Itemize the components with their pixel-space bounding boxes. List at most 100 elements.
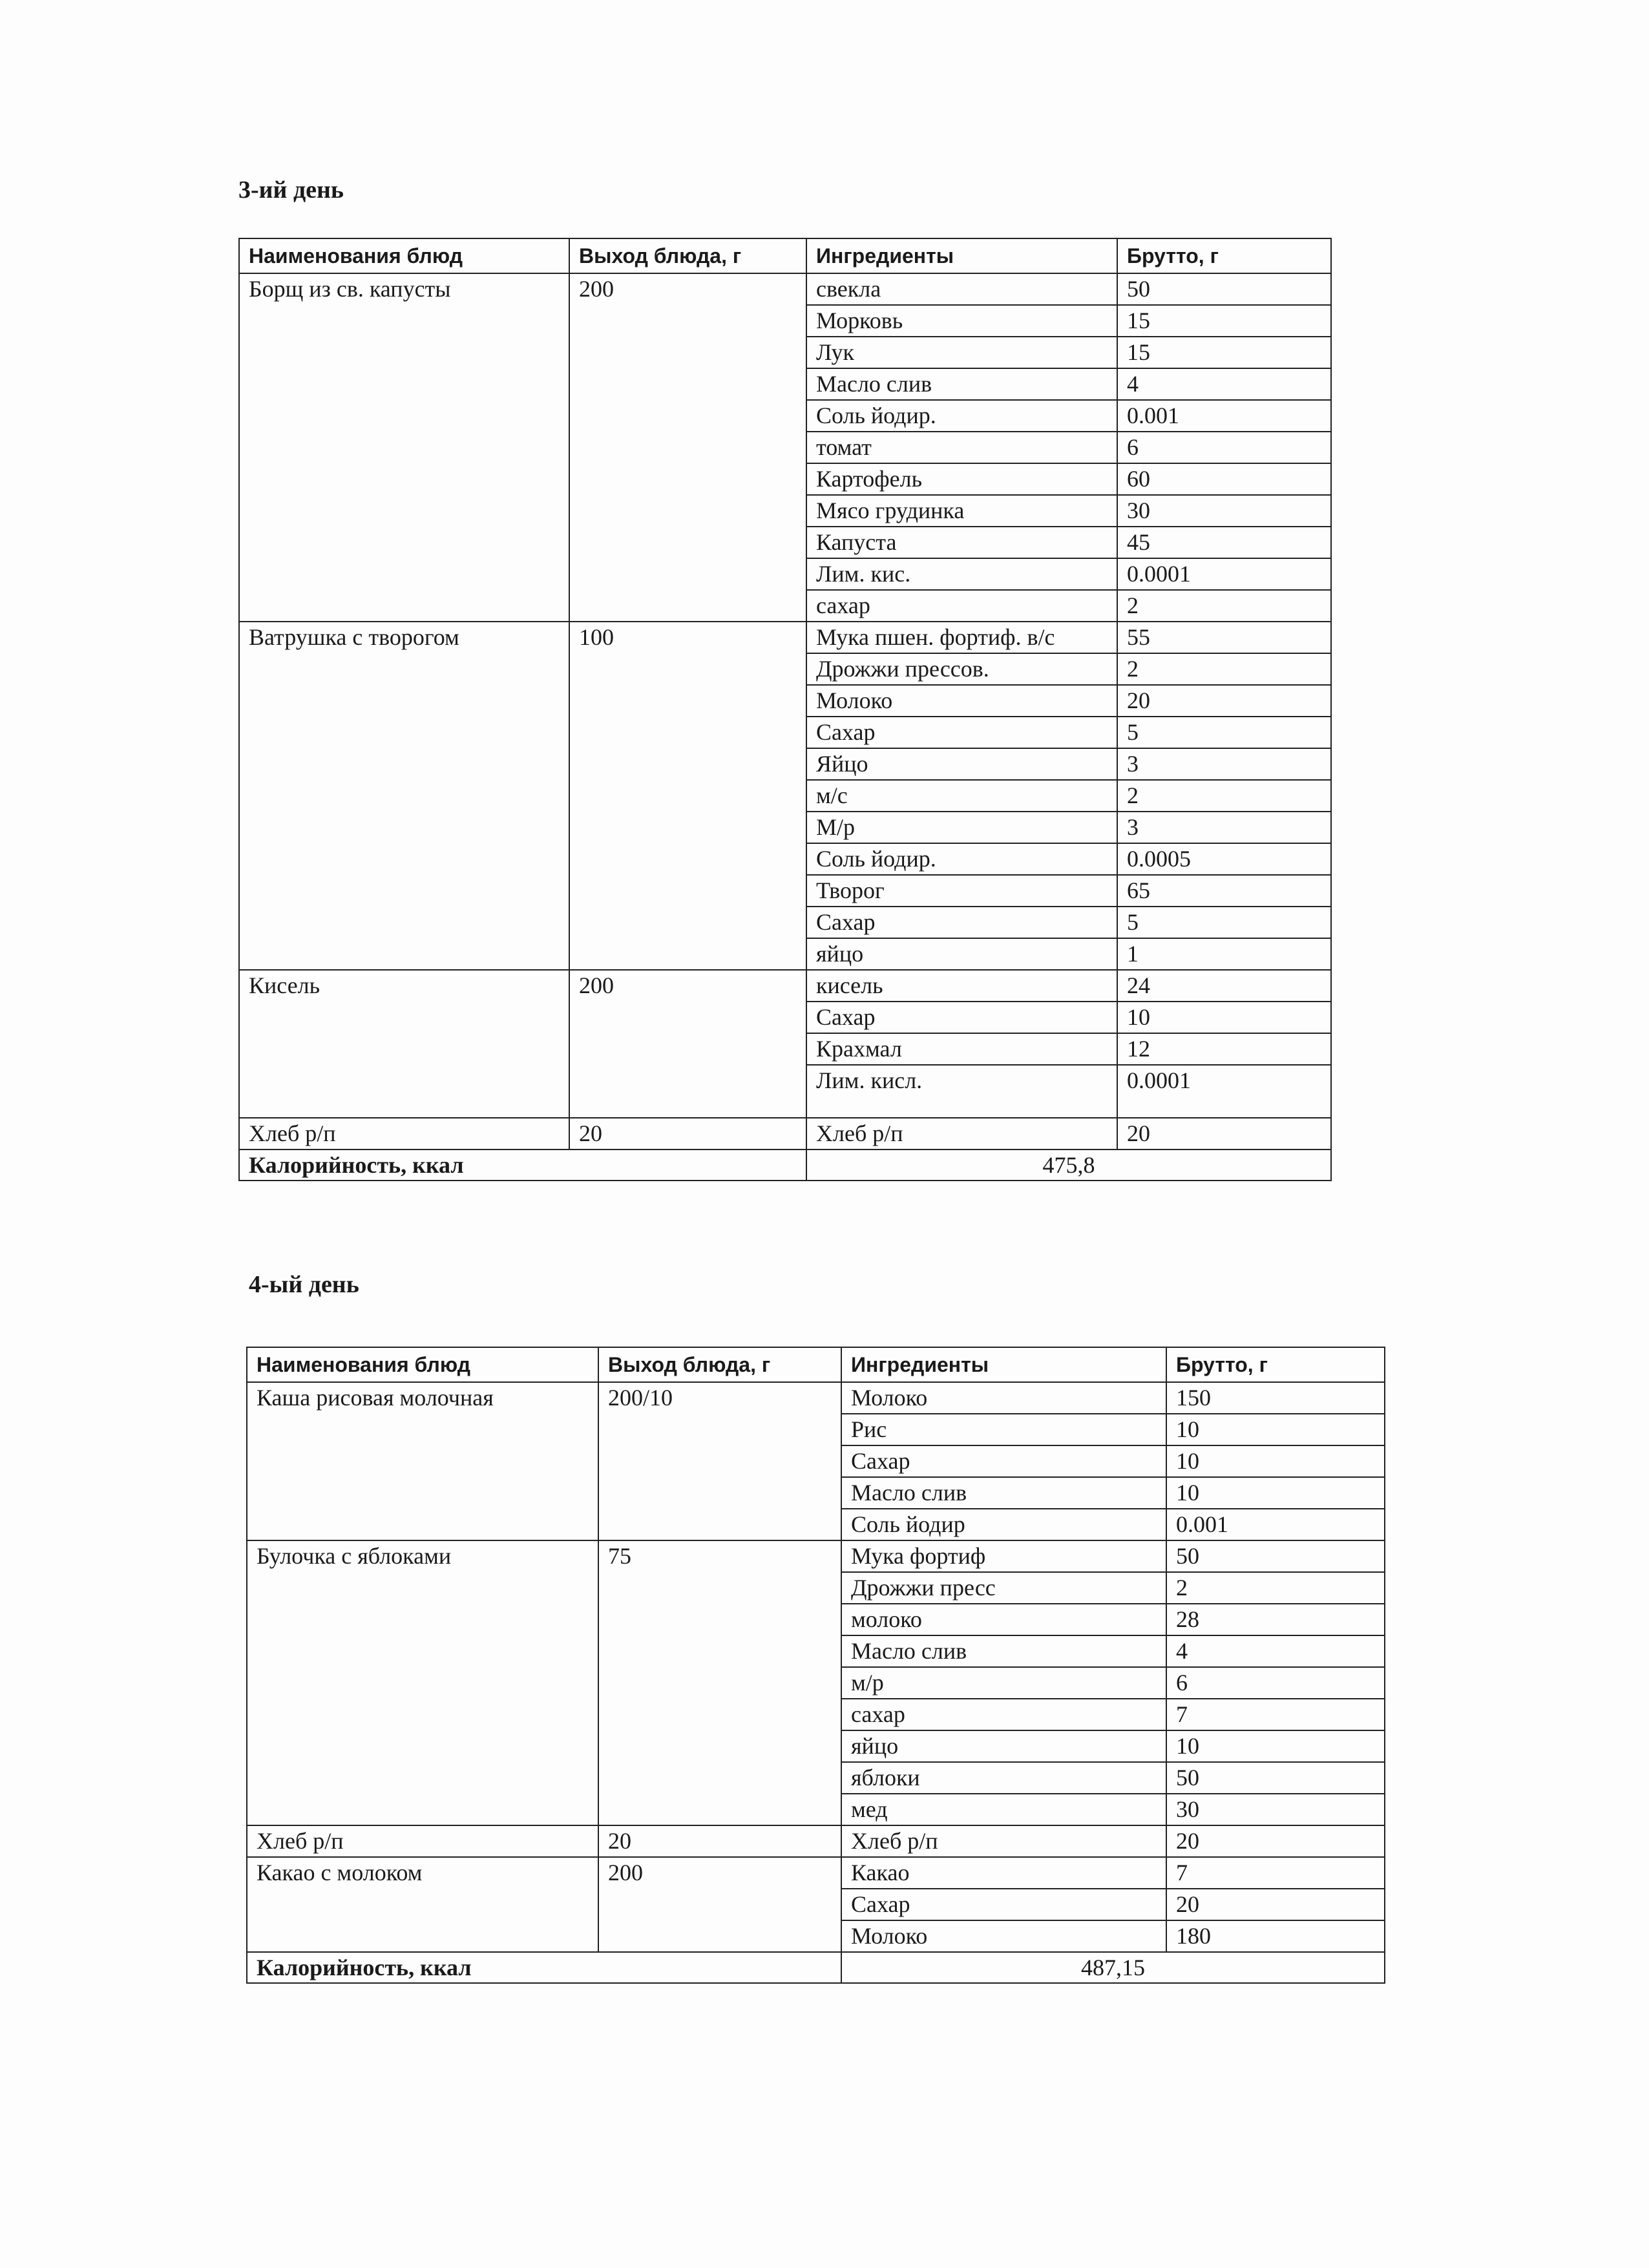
ingredient-gross: 3 [1117,748,1332,781]
ingredient-name: Соль йодир. [806,399,1118,432]
dish-yield: 200 [569,969,807,1118]
ingredient-name: м/р [841,1666,1167,1699]
table-row: сахар 7 [247,1698,1385,1731]
calorie-value: 475,8 [806,1149,1332,1181]
ingredient-name: Картофель [806,463,1118,496]
ingredient-name: кисель [806,969,1118,1002]
ingredient-name: Сахар [806,1001,1118,1034]
dish-yield: 20 [569,1117,807,1150]
dish-yield: 20 [598,1825,842,1858]
ingredient-name: Сахар [806,716,1118,749]
table-row: Булочка с яблоками 75 Мука фортиф 50 [246,1540,1385,1826]
header-yield: Выход блюда, г [569,238,807,274]
table-row: Соль йодир 0.001 [247,1508,1385,1541]
ingredient-gross: 30 [1117,494,1332,527]
table-row: Масло слив 4 [239,368,1332,401]
ingredient-gross: 20 [1117,684,1332,717]
ingredient-name: Дрожжи пресс [841,1571,1167,1604]
table-row: Ватрушка с творогом 100 Мука пшен. фортиф.… [238,621,1332,971]
ingredient-name: Соль йодир [841,1508,1167,1541]
table-row: молоко 28 [247,1603,1385,1636]
table-row: Лим. кисл. 0.0001 [239,1064,1332,1118]
dish-name: Булочка с яблоками [246,1540,599,1826]
ingredient-name: Сахар [841,1888,1167,1921]
table-row: Каша рисовая молочная 200/10 Молоко 150 [246,1381,1385,1541]
table-row: Мясо грудинка 30 [239,494,1332,527]
table-row: Дрожжи прессов. 2 [239,653,1332,686]
table-row: яйцо 1 [239,938,1332,971]
ingredient-name: Молоко [841,1920,1167,1953]
dish-yield: 200 [569,273,807,622]
dish-name: Борщ из св. капусты [238,273,570,622]
dish-yield: 75 [598,1540,842,1826]
dish-yield: 200 [598,1856,842,1953]
header-row: Наименования блюд Выход блюда, г Ингредиен… [246,1347,1385,1383]
ingredient-gross: 12 [1117,1033,1332,1066]
ingredient-gross: 0.0005 [1117,843,1332,876]
table-row: Капуста 45 [239,526,1332,559]
ingredient-name: Лук [806,336,1118,369]
ingredient-name: томат [806,431,1118,464]
table-row: Масло слив 4 [247,1635,1385,1668]
table-row: сахар 2 [239,589,1332,622]
calorie-row: Калорийность, ккал 487,15 [246,1951,1385,1984]
ingredient-gross: 10 [1166,1413,1385,1446]
ingredient-gross: 10 [1166,1730,1385,1763]
ingredient-gross: 2 [1166,1571,1385,1604]
table-row: Лим. кис. 0.0001 [239,558,1332,591]
dish-name: Хлеб р/п [238,1117,570,1150]
dish-yield: 100 [569,621,807,971]
calorie-label: Калорийность, ккал [246,1951,842,1984]
table-row: Масло слив 10 [247,1476,1385,1509]
dish-name: Каша рисовая молочная [246,1381,599,1541]
day-4-title: 4-ый день [249,1271,359,1298]
table-row: Борщ из св. капусты 200 свекла 50 [238,273,1332,622]
ingredient-gross: 3 [1117,811,1332,844]
ingredient-name: яйцо [806,938,1118,971]
ingredient-gross: 65 [1117,874,1332,907]
ingredient-gross: 5 [1117,716,1332,749]
table-row: Картофель 60 [239,463,1332,496]
table-row: Молоко 180 [247,1920,1385,1953]
table-row: яблоки 50 [247,1761,1385,1794]
ingredient-name: Сахар [806,906,1118,939]
ingredient-gross: 6 [1117,431,1332,464]
ingredient-name: Молоко [841,1381,1167,1414]
ingredient-name: яйцо [841,1730,1167,1763]
day-4-menu-table: Наименования блюд Выход блюда, г Ингредиен… [246,1347,1385,1984]
ingredient-gross: 5 [1117,906,1332,939]
ingredient-gross: 7 [1166,1698,1385,1731]
header-gross: Брутто, г [1117,238,1332,274]
table-row: Сахар 10 [239,1001,1332,1034]
ingredient-name: Соль йодир. [806,843,1118,876]
ingredient-gross: 7 [1166,1856,1385,1889]
ingredient-name: сахар [841,1698,1167,1731]
dish-name: Ватрушка с творогом [238,621,570,971]
table-row: мед 30 [247,1793,1385,1826]
ingredient-name: Хлеб р/п [806,1117,1118,1150]
ingredient-name: м/с [806,779,1118,812]
ingredient-name: Крахмал [806,1033,1118,1066]
table-row: Яйцо 3 [239,748,1332,781]
dish-name: Какао с молоком [246,1856,599,1953]
ingredient-name: Молоко [806,684,1118,717]
table-row: Сахар 5 [239,906,1332,939]
ingredient-gross: 1 [1117,938,1332,971]
ingredient-gross: 15 [1117,304,1332,337]
table-row: томат 6 [239,431,1332,464]
day-3-title: 3-ий день [238,176,344,204]
table-row: Сахар 5 [239,716,1332,749]
ingredient-name: сахар [806,589,1118,622]
ingredient-gross: 4 [1117,368,1332,401]
calorie-row: Калорийность, ккал 475,8 [238,1149,1332,1181]
ingredient-name: Хлеб р/п [841,1825,1167,1858]
ingredient-gross: 6 [1166,1666,1385,1699]
ingredient-name: Сахар [841,1445,1167,1478]
header-row: Наименования блюд Выход блюда, г Ингредиен… [238,238,1332,274]
ingredient-name: Рис [841,1413,1167,1446]
ingredient-name: Лим. кис. [806,558,1118,591]
table-row: Сахар 20 [247,1888,1385,1921]
dish-yield: 200/10 [598,1381,842,1541]
ingredient-name: Лим. кисл. [806,1064,1118,1118]
ingredient-gross: 2 [1117,653,1332,686]
